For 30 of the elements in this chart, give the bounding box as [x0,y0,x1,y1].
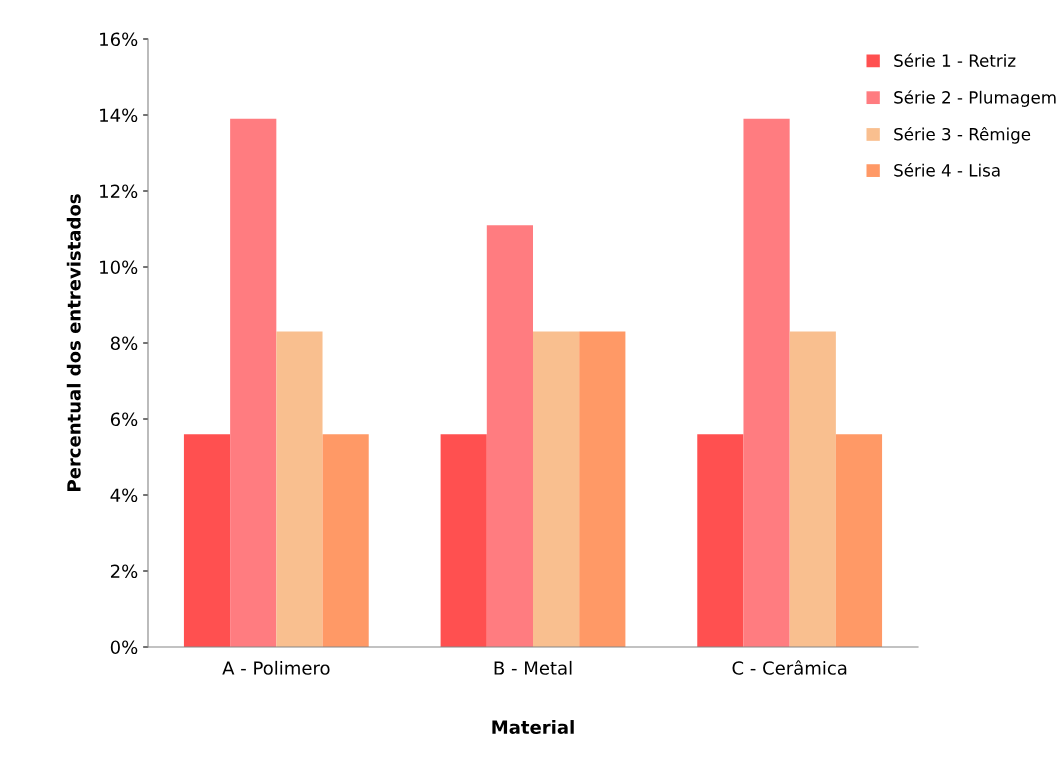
y-tick-label: 0% [110,640,138,655]
x-tick-label: A - Polimero [222,660,330,675]
bar [486,225,533,647]
x-tick-label: B - Metal [494,660,572,675]
bar [579,331,626,647]
bar [322,434,369,647]
x-axis-title: Material [492,720,574,735]
legend-label: Série 4 - Lisa [894,163,1000,177]
bar [835,434,883,647]
bar [533,331,580,647]
legend-label: Série 3 - Rêmige [894,126,1031,144]
bar [230,118,277,647]
bar [440,434,487,647]
bar [276,331,323,647]
y-tick-label: 2% [110,564,138,579]
bar [743,118,790,647]
bar [183,434,231,647]
y-tick-label: 4% [110,488,138,503]
y-tick-label: 14% [100,108,138,123]
y-tick-label: 12% [100,184,138,199]
y-tick-label: 16% [100,32,138,47]
bar [697,434,744,647]
legend-label: Série 2 - Plumagem [894,90,1056,107]
y-axis-title: Percentual dos entrevistados [66,194,81,491]
y-tick-label: 8% [110,336,138,351]
legend-label: Série 1 - Retriz [894,53,1016,67]
bar [789,331,836,647]
y-tick-label: 6% [110,412,138,427]
x-tick-label: C - Cerâmica [732,660,847,675]
y-tick-label: 10% [100,260,138,275]
